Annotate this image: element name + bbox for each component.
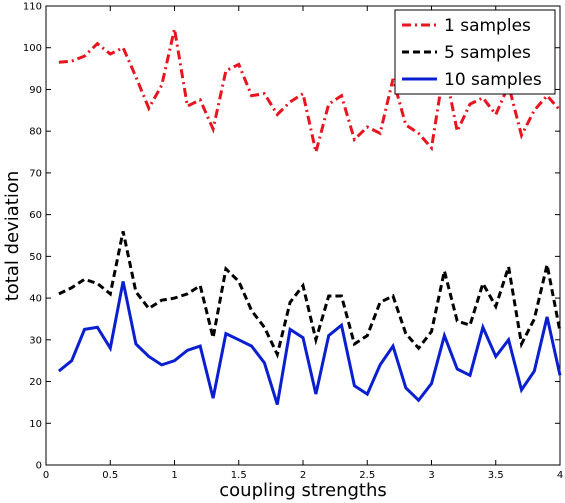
x-tick-label: 2.5 (359, 470, 375, 481)
legend-label: 1 samples (444, 16, 531, 36)
axis-ticks: 0 0.5 1 1.5 2 2.5 3 3.5 401020304050607080901001… (23, 2, 563, 482)
x-tick-label: 2 (300, 470, 306, 481)
y-tick-label: 80 (29, 127, 42, 138)
y-tick-label: 0 (36, 461, 42, 472)
x-tick-label: 1.5 (231, 470, 247, 481)
x-tick-label: 3 (428, 470, 434, 481)
legend: 1 samples 5 samples 10 samples (394, 9, 556, 95)
x-tick-label: 1 (171, 470, 177, 481)
x-tick-label: 0.5 (102, 470, 118, 481)
y-tick-label: 90 (29, 85, 42, 96)
y-tick-label: 60 (29, 210, 42, 221)
x-tick-label: 3.5 (488, 470, 504, 481)
series-line-1-samples (58, 28, 562, 153)
y-tick-label: 10 (29, 419, 42, 430)
x-tick-label: 4 (557, 470, 563, 481)
series-line-10-samples (57, 281, 562, 405)
y-tick-label: 20 (29, 377, 42, 388)
y-tick-label: 70 (29, 168, 42, 179)
y-tick-label: 100 (23, 43, 42, 54)
series-lines (57, 28, 562, 405)
legend-label: 5 samples (444, 43, 531, 63)
y-tick-label: 30 (29, 335, 42, 346)
y-tick-label: 110 (23, 2, 42, 13)
y-axis-label: total deviation (2, 171, 23, 302)
y-tick-label: 50 (29, 252, 42, 263)
y-tick-label: 40 (29, 294, 42, 305)
legend-label: 10 samples (444, 70, 542, 90)
x-tick-label: 0 (43, 470, 49, 481)
x-axis-label: coupling strengths (219, 480, 387, 501)
